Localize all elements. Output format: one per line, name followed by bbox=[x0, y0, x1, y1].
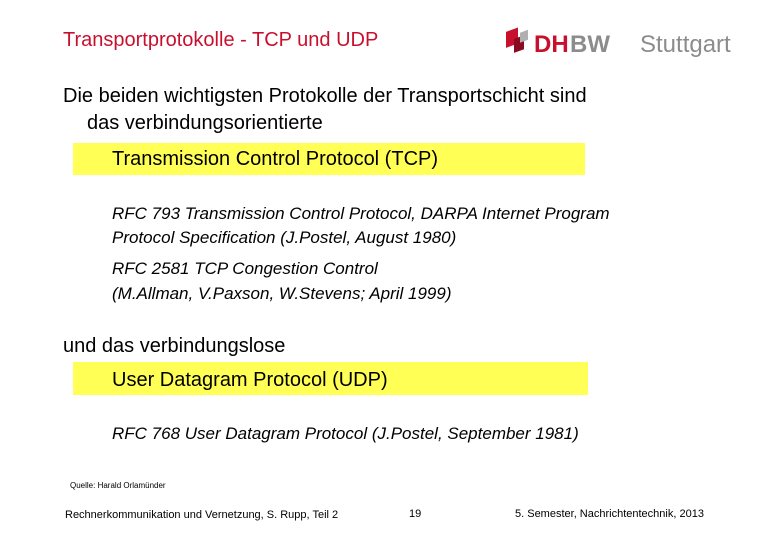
connector: und das verbindungslose bbox=[63, 335, 286, 357]
logo-part1: DH bbox=[534, 31, 569, 58]
reference: RFC 793 Transmission Control Protocol, D… bbox=[112, 204, 610, 223]
page-number: 19 bbox=[409, 508, 422, 520]
highlight bbox=[73, 362, 588, 395]
logo-city: Stuttgart bbox=[640, 31, 731, 58]
footer-right: 5. Semester, Nachrichtentechnik, 2013 bbox=[515, 508, 704, 520]
protocol-name: User Datagram Protocol (UDP) bbox=[112, 369, 388, 391]
intro-line: Die beiden wichtigsten Protokolle der Tr… bbox=[63, 85, 587, 107]
intro-line: das verbindungsorientierte bbox=[87, 112, 323, 134]
highlight bbox=[73, 143, 585, 175]
slide-title: Transportprotokolle - TCP und UDP bbox=[63, 29, 379, 51]
protocol-name: Transmission Control Protocol (TCP) bbox=[112, 148, 439, 170]
logo-part2: BW bbox=[570, 31, 610, 58]
reference: RFC 768 User Datagram Protocol (J.Postel… bbox=[112, 424, 579, 443]
reference: Protocol Specification (J.Postel, August… bbox=[112, 228, 457, 247]
source: Quelle: Harald Orlamünder bbox=[70, 481, 166, 490]
logo: DH BW Stuttgart bbox=[506, 27, 731, 58]
reference: (M.Allman, V.Paxson, W.Stevens; April 19… bbox=[112, 284, 452, 303]
footer-left: Rechnerkommunikation und Vernetzung, S. … bbox=[65, 509, 339, 521]
reference: RFC 2581 TCP Congestion Control bbox=[112, 259, 378, 278]
